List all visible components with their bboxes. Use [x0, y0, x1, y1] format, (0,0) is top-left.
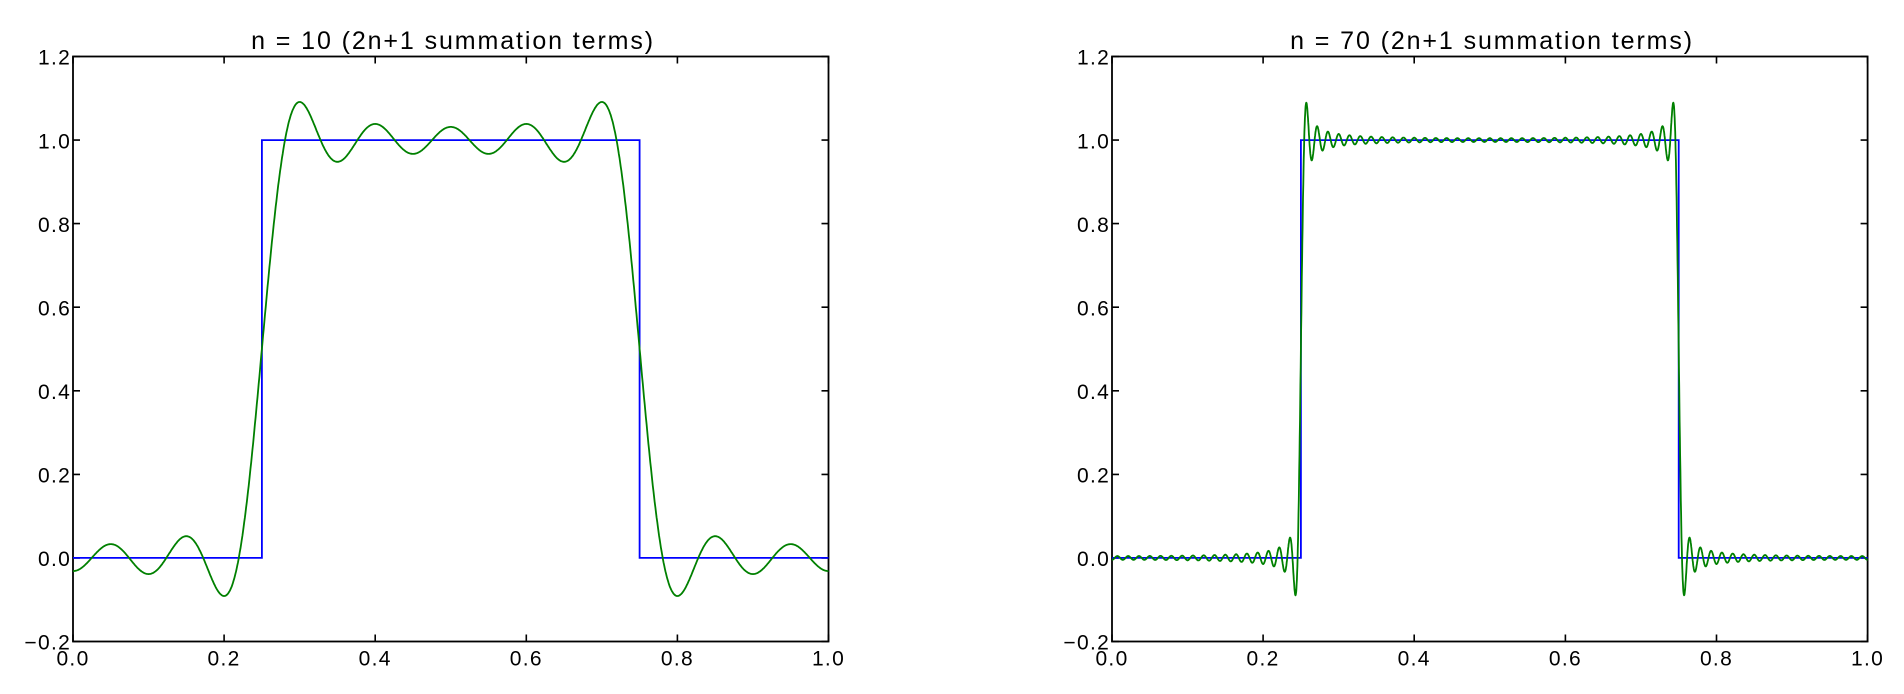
svg-text:1.2: 1.2	[38, 47, 71, 70]
svg-text:n = 70 (2n+1 summation terms): n = 70 (2n+1 summation terms)	[1290, 27, 1694, 55]
svg-text:0.6: 0.6	[1077, 297, 1110, 320]
svg-text:0.4: 0.4	[1077, 381, 1110, 404]
svg-text:1.0: 1.0	[1851, 648, 1884, 671]
svg-text:0.8: 0.8	[38, 214, 71, 237]
svg-text:0.6: 0.6	[38, 297, 71, 320]
svg-text:0.6: 0.6	[510, 648, 543, 671]
svg-text:−0.2: −0.2	[24, 632, 71, 655]
svg-text:0.8: 0.8	[1700, 648, 1733, 671]
svg-text:−0.2: −0.2	[1063, 632, 1110, 655]
svg-text:0.0: 0.0	[56, 648, 89, 671]
svg-text:1.0: 1.0	[38, 130, 71, 153]
svg-text:0.2: 0.2	[208, 648, 241, 671]
svg-text:n = 10 (2n+1 summation terms): n = 10 (2n+1 summation terms)	[251, 27, 655, 55]
svg-text:0.2: 0.2	[1247, 648, 1280, 671]
svg-text:0.0: 0.0	[38, 548, 71, 571]
svg-text:0.0: 0.0	[1095, 648, 1128, 671]
svg-text:0.8: 0.8	[661, 648, 694, 671]
svg-text:0.8: 0.8	[1077, 214, 1110, 237]
svg-text:0.2: 0.2	[38, 465, 71, 488]
svg-text:0.2: 0.2	[1077, 465, 1110, 488]
svg-text:1.0: 1.0	[1077, 130, 1110, 153]
svg-text:0.4: 0.4	[359, 648, 392, 671]
svg-text:0.4: 0.4	[1398, 648, 1431, 671]
svg-text:0.4: 0.4	[38, 381, 71, 404]
svg-text:1.2: 1.2	[1077, 47, 1110, 70]
svg-text:1.0: 1.0	[812, 648, 845, 671]
svg-text:0.6: 0.6	[1549, 648, 1582, 671]
svg-text:0.0: 0.0	[1077, 548, 1110, 571]
